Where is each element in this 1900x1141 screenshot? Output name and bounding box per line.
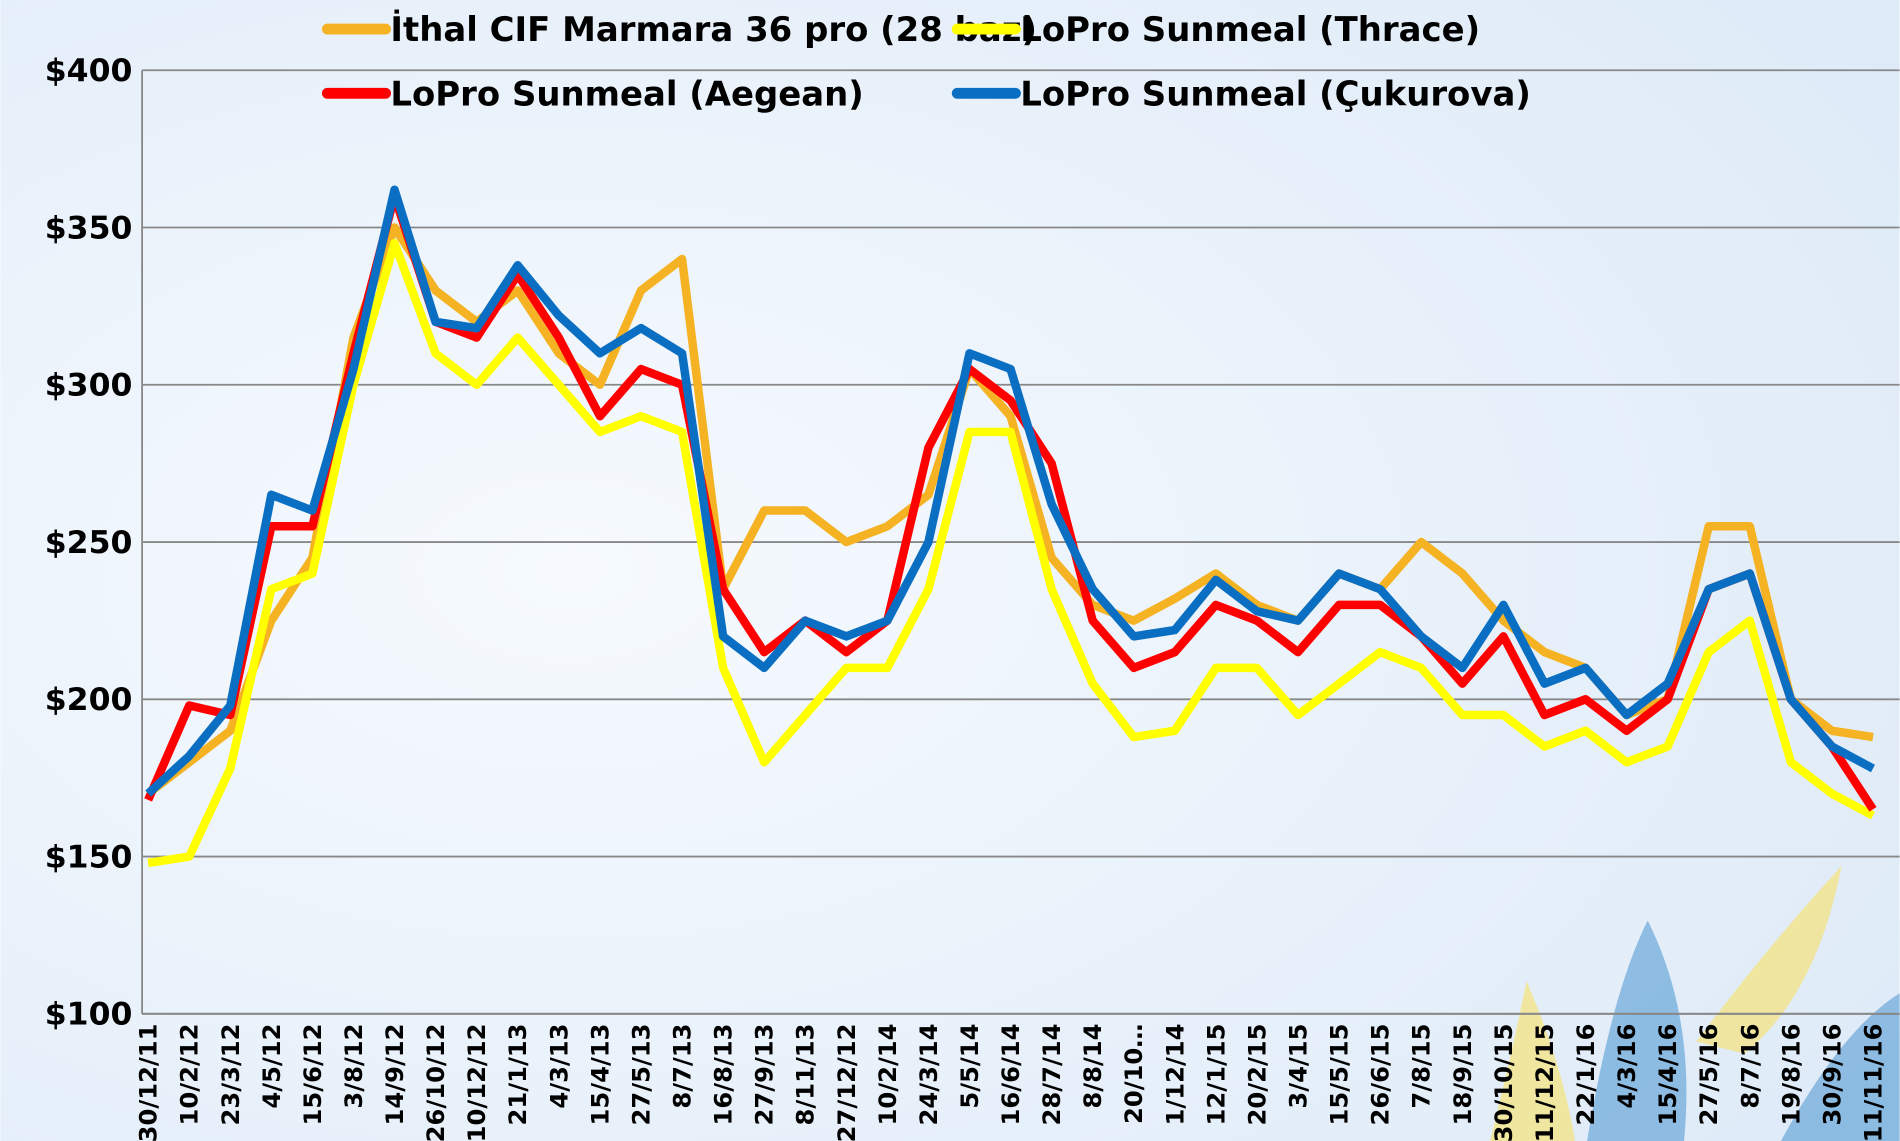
- y-tick-label: $150: [45, 839, 133, 875]
- x-tick-label: 19/8/16: [1777, 1024, 1805, 1126]
- x-tick-label: 15/6/12: [299, 1024, 327, 1126]
- x-tick-label: 18/9/15: [1449, 1024, 1477, 1126]
- x-tick-label: 4/3/13: [545, 1024, 573, 1109]
- x-tick-label: 27/9/13: [751, 1024, 779, 1126]
- y-tick-label: $400: [45, 53, 133, 89]
- background: [0, 0, 1899, 1141]
- legend-label: LoPro Sunmeal (Aegean): [390, 74, 863, 113]
- legend-label: LoPro Sunmeal (Thrace): [1020, 10, 1480, 49]
- chart: $100 $150 $200 $250 $300 $350 $400 30/12/11 10/2…: [0, 0, 1900, 1141]
- x-tick-label: 22/1/16: [1572, 1024, 1600, 1126]
- page: {"chart_data":{"type":"line", "categorie…: [0, 0, 1900, 1141]
- x-tick-label: 5/5/14: [956, 1024, 984, 1109]
- x-tick-label: 16/6/14: [997, 1024, 1025, 1126]
- x-tick-label: 1/12/14: [1161, 1024, 1189, 1126]
- x-tick-label: 7/8/15: [1408, 1024, 1436, 1109]
- x-tick-label: 20/2/15: [1243, 1024, 1271, 1126]
- x-tick-label: 20/10…: [1120, 1024, 1148, 1124]
- x-tick-label: 15/4/16: [1654, 1024, 1682, 1126]
- x-tick-label: 10/12/12: [463, 1024, 491, 1141]
- x-tick-label: 3/8/12: [340, 1024, 368, 1109]
- y-tick-label: $100: [45, 997, 133, 1033]
- x-tick-label: 15/5/15: [1326, 1024, 1354, 1126]
- x-tick-label: 30/10/15: [1490, 1024, 1518, 1141]
- x-tick-label: 27/12/12: [833, 1024, 861, 1141]
- x-tick-label: 14/9/12: [381, 1024, 409, 1126]
- x-tick-label: 30/9/16: [1818, 1024, 1846, 1126]
- y-tick-label: $300: [45, 368, 133, 404]
- y-tick-label: $350: [45, 210, 133, 246]
- x-tick-label: 8/11/13: [792, 1024, 820, 1126]
- x-tick-label: 12/1/15: [1202, 1024, 1230, 1126]
- legend-label: İthal CIF Marmara 36 pro (28 baz): [390, 9, 1037, 49]
- x-tick-label: 8/7/13: [669, 1024, 697, 1109]
- x-tick-label: 27/5/16: [1695, 1024, 1723, 1126]
- x-tick-label: 8/8/14: [1079, 1024, 1107, 1109]
- x-tick-label: 30/12/11: [135, 1024, 163, 1141]
- x-tick-label: 11/12/15: [1531, 1024, 1559, 1141]
- x-tick-label: 10/2/12: [176, 1024, 204, 1126]
- x-tick-label: 10/2/14: [874, 1024, 902, 1126]
- x-tick-label: 28/7/14: [1038, 1024, 1066, 1126]
- x-tick-label: 8/7/16: [1736, 1024, 1764, 1109]
- x-tick-label: 23/3/12: [217, 1024, 245, 1126]
- x-tick-label: 4/3/16: [1613, 1024, 1641, 1109]
- x-tick-label: 24/3/14: [915, 1024, 943, 1126]
- y-tick-label: $200: [45, 682, 133, 718]
- x-tick-label: 27/5/13: [627, 1024, 655, 1126]
- x-tick-label: 15/4/13: [586, 1024, 614, 1126]
- x-tick-label: 16/8/13: [710, 1024, 738, 1126]
- x-tick-label: 11/11/16: [1859, 1024, 1887, 1141]
- x-tick-label: 3/4/15: [1285, 1024, 1313, 1109]
- x-tick-label: 26/10/12: [422, 1024, 450, 1141]
- x-tick-label: 4/5/12: [258, 1024, 286, 1109]
- y-tick-label: $250: [45, 525, 133, 561]
- x-tick-label: 26/6/15: [1367, 1024, 1395, 1126]
- legend-label: LoPro Sunmeal (Çukurova): [1020, 74, 1531, 113]
- x-tick-label: 21/1/13: [504, 1024, 532, 1126]
